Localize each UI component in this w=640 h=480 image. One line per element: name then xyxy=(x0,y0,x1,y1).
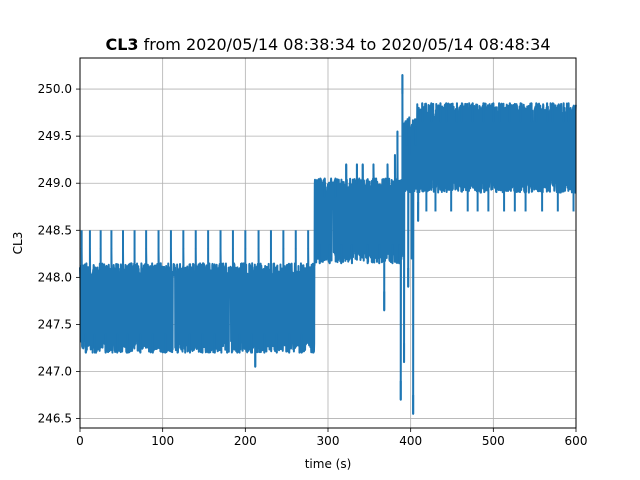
chart-title-bold: CL3 xyxy=(105,35,138,54)
x-axis: 0 100 200 300 400 500 600 xyxy=(76,428,587,448)
x-axis-label: time (s) xyxy=(305,457,352,471)
chart-title: CL3 from 2020/05/14 08:38:34 to 2020/05/… xyxy=(105,35,550,54)
x-tick-label: 200 xyxy=(234,434,257,448)
y-tick-label: 248.5 xyxy=(38,223,72,237)
data-series xyxy=(79,73,577,415)
y-axis: 246.5 247.0 247.5 248.0 248.5 249.0 249.5 250.0 xyxy=(38,82,80,426)
x-tick-label: 500 xyxy=(482,434,505,448)
y-tick-label: 249.0 xyxy=(38,176,72,190)
x-tick-label: 0 xyxy=(76,434,84,448)
x-tick-label: 400 xyxy=(399,434,422,448)
y-tick-label: 249.5 xyxy=(38,129,72,143)
y-tick-label: 246.5 xyxy=(38,412,72,426)
x-tick-label: 600 xyxy=(565,434,588,448)
y-tick-label: 248.0 xyxy=(38,270,72,284)
grid-lines xyxy=(79,58,577,428)
x-tick-label: 300 xyxy=(317,434,340,448)
y-tick-label: 247.0 xyxy=(38,365,72,379)
y-axis-label: CL3 xyxy=(11,232,25,255)
chart-title-rest: from 2020/05/14 08:38:34 to 2020/05/14 0… xyxy=(139,35,551,54)
y-tick-label: 250.0 xyxy=(38,82,72,96)
y-tick-label: 247.5 xyxy=(38,317,72,331)
x-tick-label: 100 xyxy=(151,434,174,448)
